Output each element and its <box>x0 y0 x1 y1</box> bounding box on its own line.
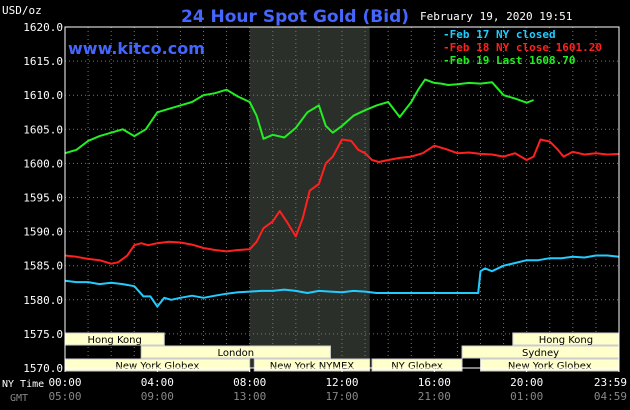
y-axis-label: USD/oz <box>2 4 42 17</box>
legend-entry-2: -Feb 18 NY close 1601.20 <box>443 41 602 54</box>
session-label: London <box>217 348 254 359</box>
y-tick-label: 1595.0 <box>23 192 63 205</box>
y-tick-label: 1605.0 <box>23 123 63 136</box>
series-line-2 <box>64 138 620 265</box>
y-tick-label: 1620.0 <box>23 21 63 34</box>
y-tick-label: 1580.0 <box>23 294 63 307</box>
y-tick-label: 1615.0 <box>23 55 63 68</box>
watermark-text: www.kitco.com <box>68 39 205 58</box>
session-label: Sydney <box>522 348 559 359</box>
x-tick-label-gmt: 09:00 <box>141 390 174 403</box>
legend: -Feb 17 NY closed-Feb 18 NY close 1601.2… <box>443 28 602 67</box>
timestamp: February 19, 2020 19:51 <box>420 10 572 23</box>
gmt-row-label: GMT <box>10 393 28 404</box>
x-tick-label-gmt: 21:00 <box>418 390 451 403</box>
legend-entry-1: -Feb 17 NY closed <box>443 28 556 41</box>
x-tick-label-ny: 08:00 <box>233 376 266 389</box>
x-tick-label-gmt: 13:00 <box>233 390 266 403</box>
session-label: New York NYMEX <box>270 361 355 372</box>
x-tick-label-ny: 04:00 <box>141 376 174 389</box>
x-tick-label-gmt: 17:00 <box>325 390 358 403</box>
x-tick-label-ny: 12:00 <box>325 376 358 389</box>
session-label: Hong Kong <box>87 335 141 346</box>
series-line-3 <box>64 78 534 155</box>
x-tick-label-gmt: 05:00 <box>48 390 81 403</box>
y-tick-label: 1590.0 <box>23 226 63 239</box>
x-tick-label-gmt: 04:59 <box>594 390 627 403</box>
session-label: Hong Kong <box>539 335 593 346</box>
legend-entry-3: -Feb 19 Last 1608.70 <box>443 54 575 67</box>
session-label: New York Globex <box>115 361 199 372</box>
x-tick-label-ny: 00:00 <box>48 376 81 389</box>
x-tick-label-gmt: 01:00 <box>510 390 543 403</box>
session-label: NY Globex <box>391 361 443 372</box>
x-tick-label-ny: 23:59 <box>594 376 627 389</box>
y-tick-label: 1600.0 <box>23 157 63 170</box>
chart-title: 24 Hour Spot Gold (Bid) <box>181 7 409 27</box>
y-tick-label: 1585.0 <box>23 260 63 273</box>
y-tick-label: 1610.0 <box>23 89 63 102</box>
session-box <box>140 345 331 359</box>
y-tick-label: 1575.0 <box>23 328 63 341</box>
x-tick-label-ny: 16:00 <box>418 376 451 389</box>
series-line-1 <box>64 254 620 308</box>
x-tick-label-ny: 20:00 <box>510 376 543 389</box>
ny-time-row-label: NY Time <box>2 379 44 390</box>
y-tick-label: 1570.0 <box>23 362 63 375</box>
session-label: New York Globex <box>508 361 592 372</box>
